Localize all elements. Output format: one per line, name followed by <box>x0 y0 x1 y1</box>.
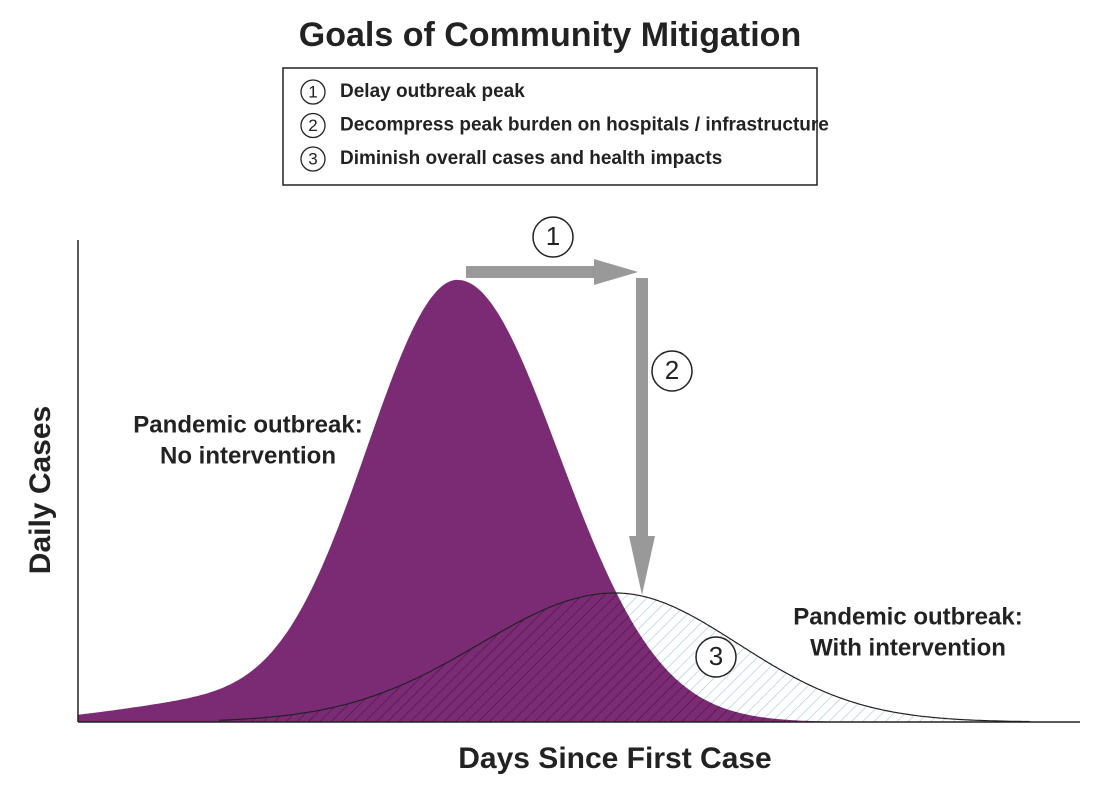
marker-1: 1 <box>532 216 574 258</box>
goal-number-circle <box>300 112 326 139</box>
marker-label: 3 <box>709 641 723 671</box>
goal-text: Delay outbreak peak <box>340 81 525 102</box>
goal-number: 1 <box>308 82 317 101</box>
arrows <box>466 259 655 595</box>
goal-number: 2 <box>308 116 317 135</box>
goal-number-circle <box>300 146 326 172</box>
goal-number-circle <box>300 79 326 105</box>
decompress-arrow-head <box>629 536 655 595</box>
goal-number: 3 <box>308 149 317 168</box>
overlap-area <box>220 593 840 722</box>
marker-label: 2 <box>665 355 679 385</box>
delay-arrow-head <box>594 259 638 285</box>
marker-label: 1 <box>546 221 560 251</box>
marker-3: 3 <box>695 636 737 678</box>
curve-label: No intervention <box>160 442 336 469</box>
goals-box <box>282 67 818 186</box>
delay-arrow <box>466 266 596 278</box>
goal-text: Diminish overall cases and health impact… <box>340 148 722 169</box>
goal-text: Decompress peak burden on hospitals / in… <box>340 115 829 136</box>
goals-list: 1 Delay outbreak peak 2 Decompress peak bur… <box>300 79 829 172</box>
curve-label: Pandemic outbreak: <box>793 603 1022 630</box>
x-axis-label: Days Since First Case <box>458 742 772 775</box>
decompress-arrow <box>636 278 648 538</box>
title: Goals of Community Mitigation <box>299 16 801 54</box>
with-intervention-curve <box>219 592 1031 723</box>
y-axis-label: Daily Cases <box>24 406 57 574</box>
no-intervention-area <box>78 279 840 722</box>
marker-2: 2 <box>651 350 693 392</box>
curve-label: Pandemic outbreak: <box>133 411 362 438</box>
curve-label: With intervention <box>810 634 1006 661</box>
